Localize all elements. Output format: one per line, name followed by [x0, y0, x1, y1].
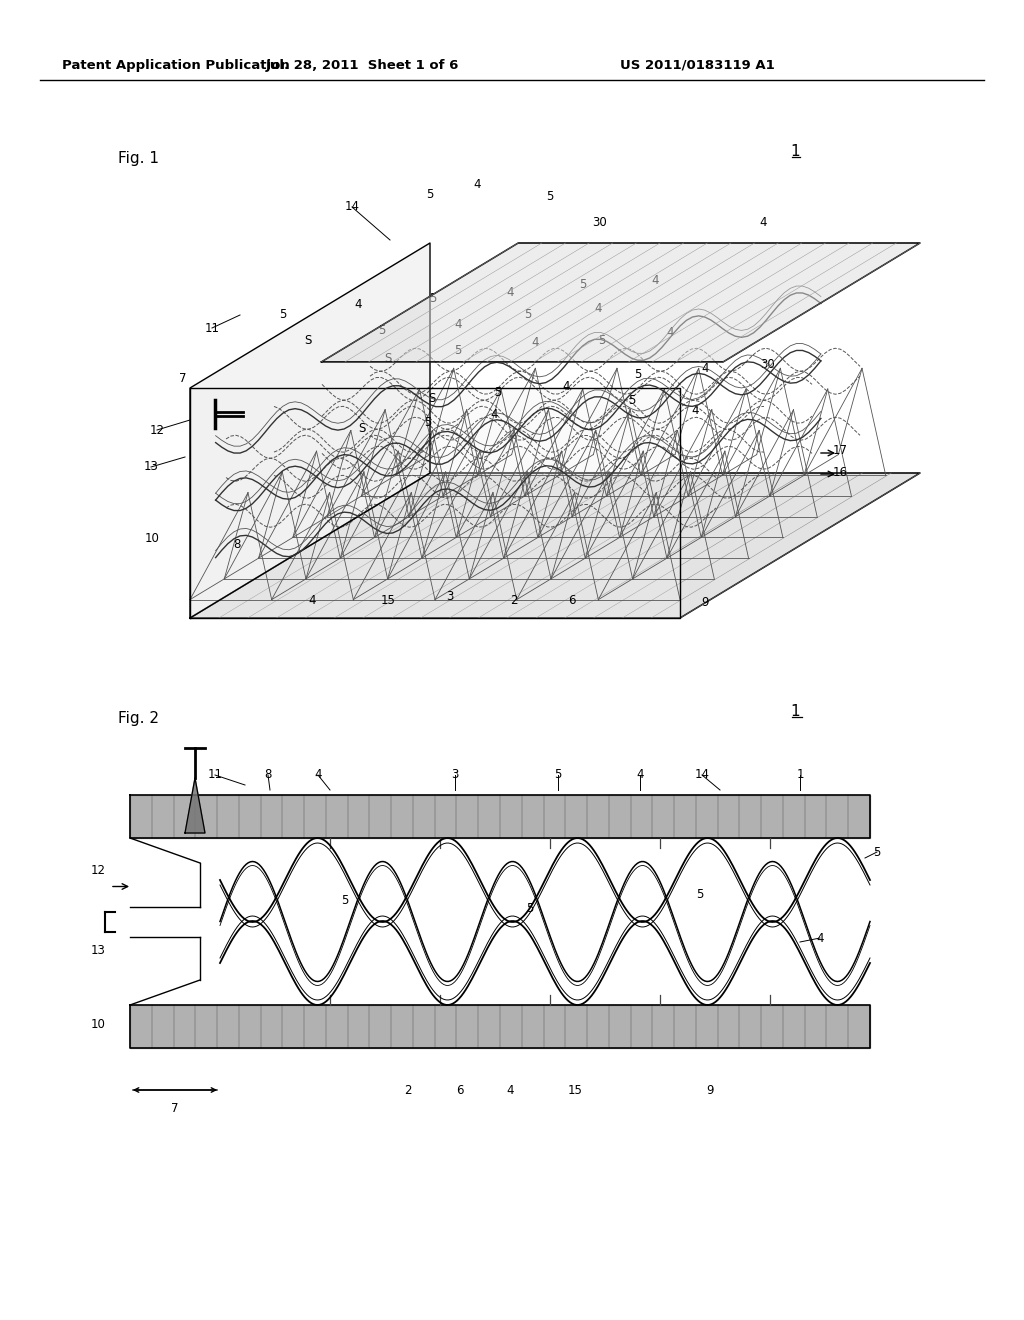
Polygon shape [322, 243, 920, 362]
Text: 5: 5 [554, 768, 562, 781]
Text: 4: 4 [455, 318, 462, 331]
Polygon shape [190, 243, 430, 618]
Text: Jul. 28, 2011  Sheet 1 of 6: Jul. 28, 2011 Sheet 1 of 6 [265, 58, 459, 71]
Text: 5: 5 [280, 309, 287, 322]
Text: 1: 1 [790, 705, 800, 719]
Text: Fig. 1: Fig. 1 [118, 150, 159, 165]
Text: 13: 13 [90, 944, 105, 957]
Text: 4: 4 [594, 301, 602, 314]
Text: 5: 5 [696, 888, 703, 902]
Text: 14: 14 [694, 768, 710, 781]
Text: 2: 2 [510, 594, 518, 607]
Text: 4: 4 [759, 215, 767, 228]
Text: 12: 12 [90, 863, 105, 876]
Text: 4: 4 [314, 768, 322, 781]
Text: S: S [358, 421, 366, 434]
Text: 5: 5 [547, 190, 554, 202]
Polygon shape [130, 795, 870, 838]
Text: 7: 7 [171, 1101, 179, 1114]
Text: 5: 5 [424, 416, 432, 429]
Polygon shape [190, 388, 680, 618]
Text: 4: 4 [691, 404, 698, 417]
Text: 6: 6 [568, 594, 575, 607]
Text: 8: 8 [264, 768, 271, 781]
Text: 12: 12 [150, 424, 165, 437]
Text: 5: 5 [598, 334, 605, 346]
Text: S: S [428, 392, 435, 404]
Text: 5: 5 [629, 393, 636, 407]
Text: 6: 6 [457, 1084, 464, 1097]
Text: 7: 7 [179, 371, 186, 384]
Text: 4: 4 [506, 1084, 514, 1097]
Text: 9: 9 [707, 1084, 714, 1097]
Text: 5: 5 [580, 279, 587, 292]
Text: 17: 17 [833, 444, 848, 457]
Text: Patent Application Publication: Patent Application Publication [62, 58, 290, 71]
Text: 3: 3 [446, 590, 454, 603]
Text: 4: 4 [667, 326, 674, 338]
Text: 3: 3 [452, 768, 459, 781]
Text: 4: 4 [506, 285, 514, 298]
Polygon shape [185, 777, 205, 833]
Text: 4: 4 [490, 408, 498, 421]
Text: 15: 15 [381, 594, 395, 606]
Text: 4: 4 [636, 768, 644, 781]
Text: 13: 13 [143, 461, 159, 474]
Text: 5: 5 [455, 343, 462, 356]
Text: S: S [304, 334, 311, 346]
Text: 5: 5 [634, 368, 642, 381]
Text: 4: 4 [701, 362, 709, 375]
Text: 1: 1 [797, 768, 804, 781]
Polygon shape [190, 473, 920, 618]
Text: 5: 5 [378, 323, 386, 337]
Text: 30: 30 [593, 215, 607, 228]
Text: 5: 5 [429, 292, 436, 305]
Text: US 2011/0183119 A1: US 2011/0183119 A1 [620, 58, 775, 71]
Text: 5: 5 [524, 309, 531, 322]
Text: 4: 4 [531, 337, 539, 350]
Polygon shape [130, 1005, 870, 1048]
Text: 4: 4 [354, 298, 361, 312]
Text: Fig. 2: Fig. 2 [118, 710, 159, 726]
Text: 10: 10 [90, 1019, 105, 1031]
Text: 11: 11 [205, 322, 219, 334]
Text: 5: 5 [526, 902, 534, 915]
Text: 11: 11 [208, 768, 222, 781]
Text: 16: 16 [833, 466, 848, 479]
Text: 4: 4 [816, 932, 823, 945]
Text: 9: 9 [701, 597, 709, 610]
Text: 5: 5 [426, 189, 434, 202]
Text: 5: 5 [341, 894, 349, 907]
Text: 14: 14 [344, 201, 359, 214]
Text: 15: 15 [567, 1084, 583, 1097]
Text: 2: 2 [404, 1084, 412, 1097]
Text: 4: 4 [308, 594, 315, 606]
Text: 10: 10 [144, 532, 160, 544]
Text: S: S [384, 351, 392, 364]
Text: 5: 5 [873, 846, 881, 858]
Text: 30: 30 [761, 359, 775, 371]
Text: 1: 1 [790, 144, 800, 160]
Text: 4: 4 [473, 178, 480, 191]
Text: 4: 4 [562, 380, 569, 393]
Text: 4: 4 [651, 273, 658, 286]
Text: 5: 5 [495, 385, 502, 399]
Text: 8: 8 [233, 537, 241, 550]
